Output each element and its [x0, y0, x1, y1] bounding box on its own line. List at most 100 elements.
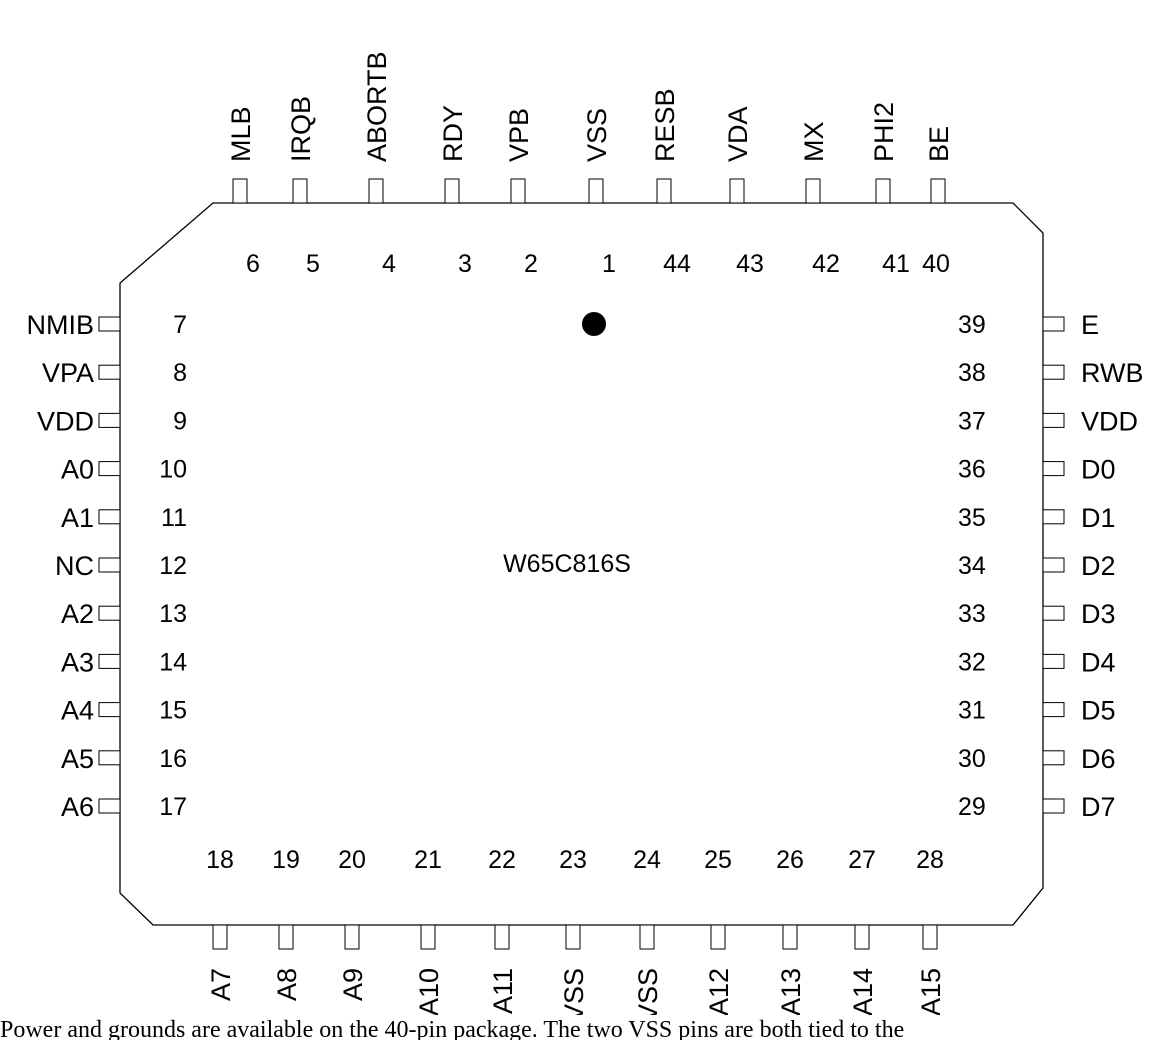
- pin-16-number: 16: [159, 745, 187, 773]
- pin-4-lead: [368, 178, 384, 204]
- pin-33-name: D3: [1081, 599, 1116, 629]
- pin-16-name: A5: [61, 744, 94, 774]
- pin-38-name: RWB: [1081, 358, 1144, 388]
- pin-36-lead: [1042, 461, 1065, 477]
- pin-42-name: MX: [799, 122, 829, 163]
- pin-25-name: A12: [704, 968, 734, 1015]
- pin-41-number: 41: [882, 250, 910, 278]
- pin-25-number: 25: [704, 846, 732, 874]
- pin-34-name: D2: [1081, 551, 1116, 581]
- pin-36-name: D0: [1081, 455, 1116, 485]
- pin-18-lead: [212, 924, 228, 950]
- pin-16-lead: [98, 750, 121, 766]
- pin-11-lead: [98, 509, 121, 525]
- pin-31-number: 31: [958, 697, 986, 725]
- pin-39-lead: [1042, 316, 1065, 332]
- pin-6-name: MLB: [226, 106, 256, 162]
- pin-22-lead: [494, 924, 510, 950]
- pin-1-number: 1: [602, 250, 616, 278]
- pin-38-number: 38: [958, 359, 986, 387]
- pin-6-lead: [232, 178, 248, 204]
- chip-body-outline: [119, 202, 1044, 926]
- pin-23-lead: [565, 924, 581, 950]
- pin-37-name: VDD: [1081, 406, 1138, 436]
- pin-38-lead: [1042, 364, 1065, 380]
- pin-9-name: VDD: [37, 406, 94, 436]
- pin-24-name: VSS: [633, 968, 663, 1015]
- pin-17-name: A6: [61, 792, 94, 822]
- pin-29-name: D7: [1081, 792, 1116, 822]
- pin-34-number: 34: [958, 552, 986, 580]
- pin-7-name: NMIB: [27, 310, 95, 340]
- pin-27-number: 27: [848, 846, 876, 874]
- pin-17-number: 17: [159, 793, 187, 821]
- pin-21-number: 21: [414, 846, 442, 874]
- pin-41-lead: [875, 178, 891, 204]
- pin-2-number: 2: [524, 250, 538, 278]
- pin-10-name: A0: [61, 455, 94, 485]
- pin-3-number: 3: [458, 250, 472, 278]
- pin-26-lead: [782, 924, 798, 950]
- pin-28-lead: [922, 924, 938, 950]
- pin-44-name: RESB: [650, 88, 680, 162]
- pin-33-lead: [1042, 605, 1065, 621]
- pin-1-lead: [588, 178, 604, 204]
- pin-18-name: A7: [206, 968, 236, 1001]
- pin-17-lead: [98, 798, 121, 814]
- pin-37-lead: [1042, 412, 1065, 428]
- pin-43-lead: [729, 178, 745, 204]
- pin-43-name: VDA: [723, 106, 753, 162]
- pin-44-number: 44: [663, 250, 691, 278]
- pin-8-lead: [98, 364, 121, 380]
- pin-12-number: 12: [159, 552, 187, 580]
- caption-text: Power and grounds are available on the 4…: [0, 1017, 905, 1040]
- chip-label: W65C816S: [503, 550, 631, 578]
- pin-9-lead: [98, 412, 121, 428]
- pin-7-number: 7: [173, 311, 187, 339]
- pin-40-number: 40: [922, 250, 950, 278]
- pin-29-lead: [1042, 798, 1065, 814]
- pin-4-name: ABORTB: [362, 51, 392, 162]
- pin-40-name: BE: [924, 126, 954, 162]
- pin-6-number: 6: [246, 250, 260, 278]
- pin1-indicator-dot: [582, 312, 606, 336]
- pin-21-lead: [420, 924, 436, 950]
- pin-35-number: 35: [958, 504, 986, 532]
- pin-10-number: 10: [159, 456, 187, 484]
- pin-15-name: A4: [61, 696, 94, 726]
- pin-40-lead: [930, 178, 946, 204]
- pin-35-name: D1: [1081, 503, 1116, 533]
- pin-34-lead: [1042, 557, 1065, 573]
- pin-14-number: 14: [159, 648, 187, 676]
- pin-8-number: 8: [173, 359, 187, 387]
- pin-19-number: 19: [272, 846, 300, 874]
- pin-23-name: VSS: [559, 968, 589, 1015]
- pin-9-number: 9: [173, 407, 187, 435]
- pin-4-number: 4: [382, 250, 396, 278]
- pin-5-lead: [292, 178, 308, 204]
- pin-13-number: 13: [159, 600, 187, 628]
- pin-42-lead: [805, 178, 821, 204]
- pin-10-lead: [98, 461, 121, 477]
- pin-19-lead: [278, 924, 294, 950]
- pin-27-name: A14: [848, 968, 878, 1015]
- pin-21-name: A10: [414, 968, 444, 1015]
- pin-3-name: RDY: [438, 105, 468, 162]
- pin-3-lead: [444, 178, 460, 204]
- pin-28-name: A15: [916, 968, 946, 1015]
- pin-14-name: A3: [61, 647, 94, 677]
- pin-12-lead: [98, 557, 121, 573]
- pin-36-number: 36: [958, 456, 986, 484]
- pin-30-lead: [1042, 750, 1065, 766]
- pin-27-lead: [854, 924, 870, 950]
- pin-32-lead: [1042, 653, 1065, 669]
- pin-11-name: A1: [61, 503, 94, 533]
- pin-28-number: 28: [916, 846, 944, 874]
- pin-26-number: 26: [776, 846, 804, 874]
- pin-14-lead: [98, 653, 121, 669]
- pin-24-number: 24: [633, 846, 661, 874]
- pin-13-name: A2: [61, 599, 94, 629]
- pin-37-number: 37: [958, 407, 986, 435]
- pin-8-name: VPA: [42, 358, 94, 388]
- pin-7-lead: [98, 316, 121, 332]
